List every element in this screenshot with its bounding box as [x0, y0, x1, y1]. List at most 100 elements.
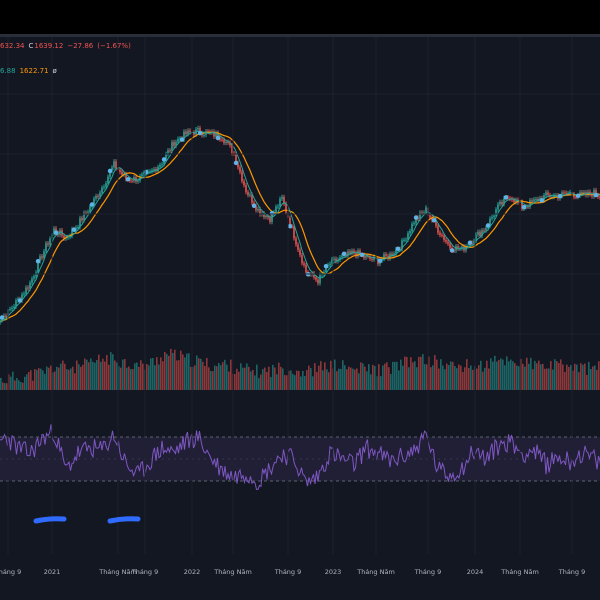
candle-body — [565, 192, 567, 194]
visibility-icon[interactable]: ø — [52, 67, 57, 75]
volume-bar — [448, 365, 450, 390]
volume-bar — [334, 359, 336, 390]
candle-body — [467, 245, 469, 247]
candle-body — [511, 198, 513, 200]
volume-bar — [492, 361, 494, 390]
annotation-stroke — [107, 516, 141, 524]
candle-body — [43, 251, 45, 258]
volume-bar — [256, 364, 258, 390]
volume-bar — [424, 364, 426, 390]
candle-body — [143, 172, 145, 175]
close-label: C — [28, 42, 34, 50]
volume-bar — [154, 365, 156, 390]
close-value: 1639.12 — [34, 42, 64, 50]
volume-bar — [6, 383, 8, 390]
volume-bar — [198, 358, 200, 390]
volume-bar — [216, 366, 218, 390]
cross-marker — [503, 195, 509, 200]
candle-body — [235, 153, 237, 163]
candle-body — [331, 259, 333, 264]
candle-body — [515, 199, 517, 203]
candle-body — [367, 256, 369, 258]
candle-body — [107, 176, 109, 184]
candle-body — [155, 169, 157, 172]
volume-bar — [246, 363, 248, 390]
candle-body — [63, 235, 65, 239]
candle-body — [99, 192, 101, 197]
candle-body — [295, 238, 297, 245]
candle-body — [265, 215, 267, 217]
volume-bar — [574, 363, 576, 390]
volume-bar — [184, 357, 186, 390]
volume-bar — [230, 359, 232, 390]
volume-bar — [244, 367, 246, 390]
volume-bar — [392, 361, 394, 390]
volume-bar — [410, 357, 412, 390]
volume-bar — [466, 359, 468, 390]
volume-bar — [254, 375, 256, 390]
volume-bar — [98, 354, 100, 390]
candle-body — [245, 185, 247, 193]
candle-body — [553, 195, 555, 198]
volume-bar — [440, 359, 442, 390]
cross-marker — [575, 193, 581, 198]
time-axis-label: 2024 — [467, 568, 484, 576]
candle-body — [37, 261, 39, 273]
volume-bar — [84, 358, 86, 390]
candle-body — [491, 217, 493, 219]
candle-body — [547, 192, 549, 195]
candle-body — [297, 244, 299, 250]
candle-body — [277, 206, 279, 208]
candle-body — [41, 256, 43, 258]
volume-bar — [458, 364, 460, 390]
time-axis-label: Tháng Năm — [500, 568, 539, 576]
cross-marker — [53, 230, 59, 235]
rsi-line — [0, 424, 600, 490]
volume-bar — [536, 363, 538, 390]
time-axis-label: 2023 — [325, 568, 342, 576]
volume-bar — [344, 365, 346, 390]
volume-bar — [518, 366, 520, 390]
volume-bar — [354, 369, 356, 390]
volume-bar — [342, 360, 344, 390]
volume-bar — [196, 355, 198, 390]
candle-body — [87, 211, 89, 213]
time-axis-label: Tháng 9 — [274, 568, 302, 576]
candle-body — [301, 255, 303, 264]
volume-bar — [32, 380, 34, 390]
cross-marker — [35, 259, 41, 264]
volume-bar — [174, 349, 176, 390]
candle-body — [497, 204, 499, 210]
volume-bar — [336, 371, 338, 390]
volume-bar — [446, 363, 448, 390]
candle-body — [259, 208, 261, 215]
volume-bar — [288, 370, 290, 390]
volume-bar — [478, 365, 480, 390]
volume-bar — [34, 369, 36, 390]
volume-bar — [168, 355, 170, 390]
volume-bar — [270, 377, 272, 390]
volume-bar — [96, 360, 98, 390]
volume-bar — [260, 374, 262, 390]
volume-bar — [142, 363, 144, 390]
candle-body — [251, 194, 253, 203]
volume-bar — [472, 369, 474, 390]
candle-body — [509, 198, 511, 200]
candle-body — [347, 251, 349, 256]
volume-bar — [236, 368, 238, 390]
candle-body — [67, 236, 69, 238]
volume-bar — [390, 373, 392, 390]
volume-bar — [152, 358, 154, 390]
volume-bar — [68, 369, 70, 390]
volume-bar — [372, 364, 374, 390]
volume-bar — [418, 356, 420, 390]
ma-legend: 6.88 1622.71 ø — [0, 67, 61, 75]
candle-body — [407, 233, 409, 240]
volume-bar — [488, 368, 490, 390]
cross-marker — [431, 217, 437, 223]
change-value: −27.86 — [67, 42, 94, 50]
candle-body — [325, 266, 327, 272]
volume-bar — [280, 366, 282, 390]
